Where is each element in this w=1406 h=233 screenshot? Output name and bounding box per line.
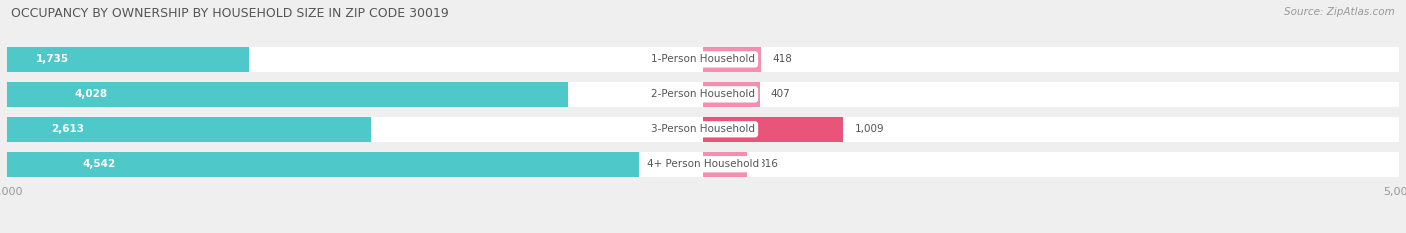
Text: 1,009: 1,009 — [855, 124, 884, 134]
Text: OCCUPANCY BY OWNERSHIP BY HOUSEHOLD SIZE IN ZIP CODE 30019: OCCUPANCY BY OWNERSHIP BY HOUSEHOLD SIZE… — [11, 7, 449, 20]
Bar — [703, 117, 844, 142]
Text: 418: 418 — [772, 55, 792, 64]
Bar — [7, 82, 568, 107]
Bar — [7, 152, 640, 177]
Text: 4,542: 4,542 — [83, 159, 117, 169]
Text: 2-Person Household: 2-Person Household — [651, 89, 755, 99]
Bar — [7, 82, 1399, 107]
Text: 2,613: 2,613 — [51, 124, 84, 134]
Text: 4+ Person Household: 4+ Person Household — [647, 159, 759, 169]
Bar — [703, 47, 761, 72]
Bar — [703, 82, 759, 107]
Bar — [7, 152, 1399, 177]
Text: 316: 316 — [758, 159, 778, 169]
Text: 1,735: 1,735 — [37, 55, 69, 64]
Bar — [703, 152, 747, 177]
Text: 407: 407 — [770, 89, 790, 99]
Bar — [7, 117, 1399, 142]
Legend: Owner-occupied, Renter-occupied: Owner-occupied, Renter-occupied — [575, 230, 831, 233]
Text: 4,028: 4,028 — [75, 89, 107, 99]
Bar — [7, 47, 1399, 72]
Bar — [7, 47, 249, 72]
Text: 1-Person Household: 1-Person Household — [651, 55, 755, 64]
Bar — [7, 117, 371, 142]
Text: Source: ZipAtlas.com: Source: ZipAtlas.com — [1284, 7, 1395, 17]
Text: 3-Person Household: 3-Person Household — [651, 124, 755, 134]
